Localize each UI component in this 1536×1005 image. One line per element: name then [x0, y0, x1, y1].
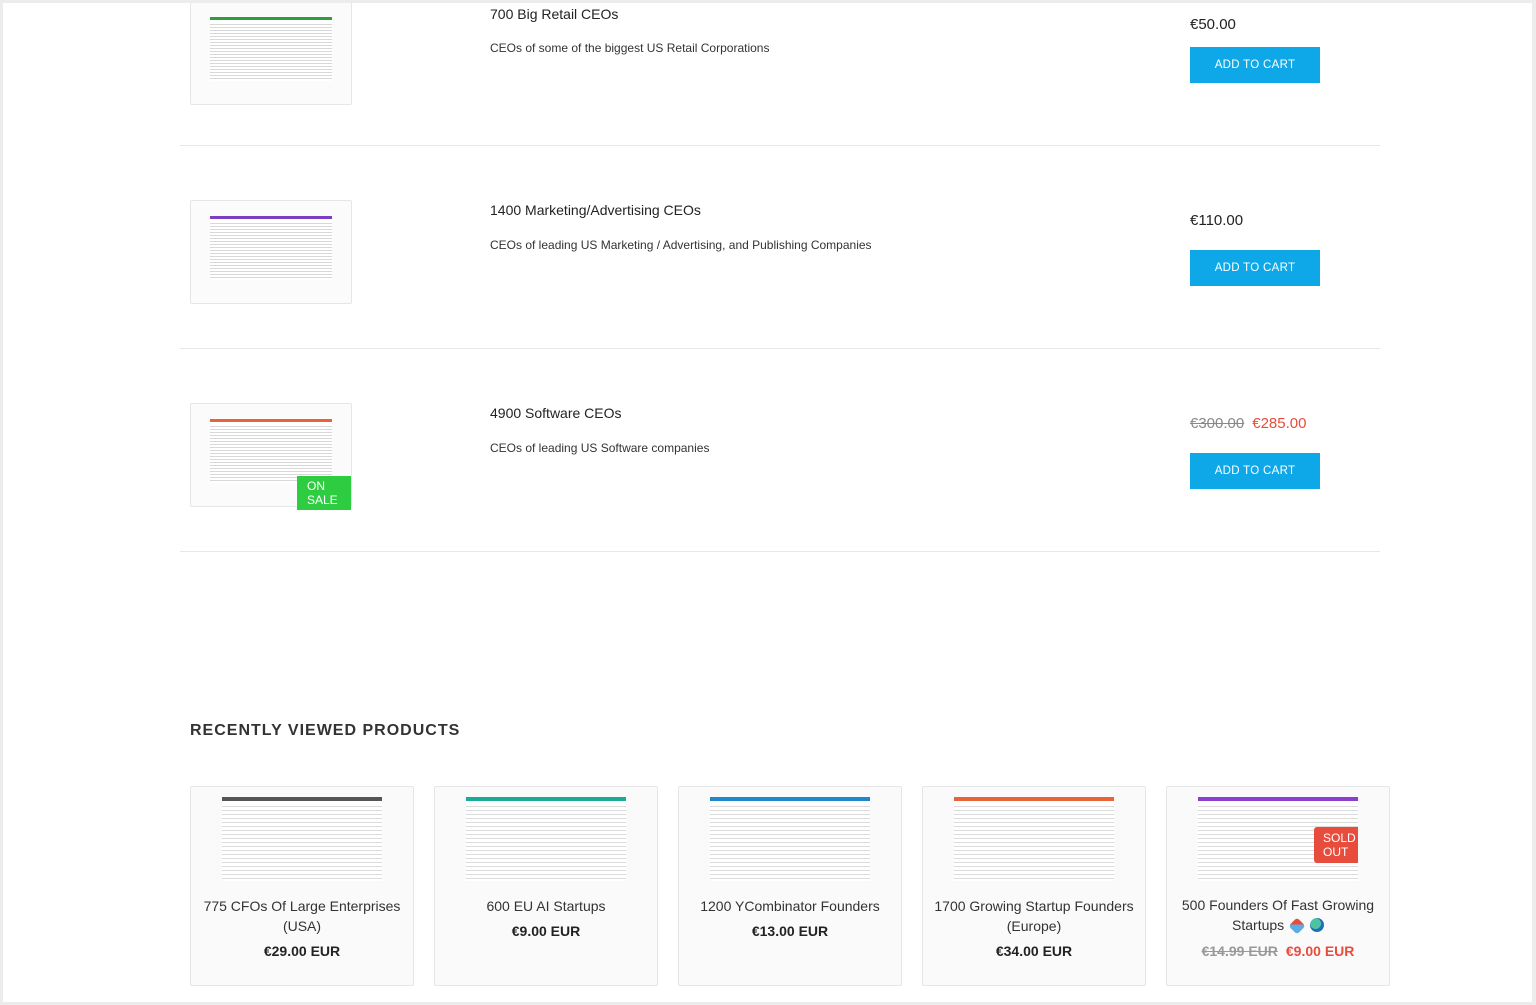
recent-product-price: €9.00 EUR: [435, 923, 657, 939]
price-current: €9.00 EUR: [511, 923, 581, 939]
recent-product-thumbnail[interactable]: [222, 797, 382, 881]
spreadsheet-preview: [210, 419, 332, 483]
recent-product-thumbnail[interactable]: [466, 797, 626, 881]
recent-product-name[interactable]: 600 EU AI Startups: [486, 898, 606, 914]
recent-product-card[interactable]: 1200 YCombinator Founders €13.00 EUR: [678, 786, 902, 986]
sheet-cells: [222, 803, 382, 881]
recent-product-name[interactable]: 1200 YCombinator Founders: [700, 898, 880, 914]
product-price: €300.00 €285.00: [1190, 415, 1306, 432]
sheet-header-bar: [222, 797, 382, 801]
product-price: €50.00: [1190, 16, 1236, 33]
recent-product-name-text: 500 Founders Of Fast Growing Startups: [1181, 897, 1375, 933]
sheet-header-bar: [210, 419, 332, 422]
on-sale-badge: ON SALE: [297, 476, 351, 510]
sheet-cells: [466, 803, 626, 881]
product-description: CEOs of some of the biggest US Retail Co…: [490, 41, 770, 55]
recent-product-card[interactable]: 775 CFOs Of Large Enterprises (USA) €29.…: [190, 786, 414, 986]
recent-product-card[interactable]: SOLD OUT 500 Founders Of Fast Growing St…: [1166, 786, 1390, 986]
product-title[interactable]: 1400 Marketing/Advertising CEOs: [490, 202, 701, 218]
spreadsheet-preview: [210, 216, 332, 280]
product-title[interactable]: 700 Big Retail CEOs: [490, 6, 619, 22]
rocket-icon: [1288, 917, 1306, 935]
recent-product-price: €29.00 EUR: [191, 943, 413, 959]
sheet-header-bar: [210, 17, 332, 20]
product-price: €110.00: [1190, 212, 1243, 229]
sheet-cells: [710, 803, 870, 881]
product-row: 1400 Marketing/Advertising CEOs CEOs of …: [180, 146, 1380, 349]
price-current: €34.00 EUR: [995, 943, 1073, 959]
product-description: CEOs of leading US Software companies: [490, 441, 710, 455]
product-thumbnail[interactable]: [190, 3, 352, 105]
product-row: 700 Big Retail CEOs CEOs of some of the …: [180, 3, 1380, 146]
recently-viewed-heading: RECENTLY VIEWED PRODUCTS: [190, 722, 461, 739]
recent-product-name[interactable]: 775 CFOs Of Large Enterprises (USA): [203, 898, 401, 934]
recent-product-name[interactable]: 1700 Growing Startup Founders (Europe): [934, 898, 1134, 934]
recent-product-price: €34.00 EUR: [923, 943, 1145, 959]
sold-out-badge: SOLD OUT: [1314, 827, 1358, 863]
sheet-cells: [210, 22, 332, 81]
add-to-cart-button[interactable]: ADD TO CART: [1190, 47, 1320, 83]
price-current: €29.00 EUR: [263, 943, 341, 959]
sheet-cells: [210, 221, 332, 280]
sheet-header-bar: [210, 216, 332, 219]
product-thumbnail[interactable]: ON SALE: [190, 403, 352, 510]
sheet-cells: [954, 803, 1114, 881]
sheet-header-bar: [954, 797, 1114, 801]
recent-product-card[interactable]: 600 EU AI Startups €9.00 EUR: [434, 786, 658, 986]
spreadsheet-preview: [210, 17, 332, 81]
price-sale: €9.00 EUR: [1285, 943, 1355, 959]
recent-product-price: €13.00 EUR: [679, 923, 901, 939]
recent-product-thumbnail[interactable]: SOLD OUT: [1198, 797, 1358, 881]
add-to-cart-button[interactable]: ADD TO CART: [1190, 453, 1320, 489]
sheet-header-bar: [1198, 797, 1358, 801]
price-original: €14.99 EUR: [1201, 943, 1278, 959]
price-current: €50.00: [1190, 16, 1236, 33]
sheet-header-bar: [466, 797, 626, 801]
price-original: €300.00: [1190, 415, 1245, 432]
product-thumbnail[interactable]: [190, 200, 352, 304]
recent-product-name[interactable]: 500 Founders Of Fast Growing Startups: [1173, 895, 1383, 935]
sheet-cells: [210, 424, 332, 483]
price-current: €110.00: [1190, 212, 1244, 229]
sheet-header-bar: [710, 797, 870, 801]
add-to-cart-button[interactable]: ADD TO CART: [1190, 250, 1320, 286]
product-row: ON SALE 4900 Software CEOs CEOs of leadi…: [180, 349, 1380, 552]
recent-product-thumbnail[interactable]: [954, 797, 1114, 881]
globe-icon: [1309, 918, 1324, 932]
recent-product-thumbnail[interactable]: [710, 797, 870, 881]
price-current: €13.00 EUR: [751, 923, 829, 939]
page: 700 Big Retail CEOs CEOs of some of the …: [3, 3, 1532, 1002]
recent-product-card[interactable]: 1700 Growing Startup Founders (Europe) €…: [922, 786, 1146, 986]
price-sale: €285.00: [1252, 415, 1307, 432]
recent-product-price: €14.99 EUR €9.00 EUR: [1167, 943, 1389, 959]
product-title[interactable]: 4900 Software CEOs: [490, 405, 622, 421]
product-description: CEOs of leading US Marketing / Advertisi…: [490, 238, 872, 252]
